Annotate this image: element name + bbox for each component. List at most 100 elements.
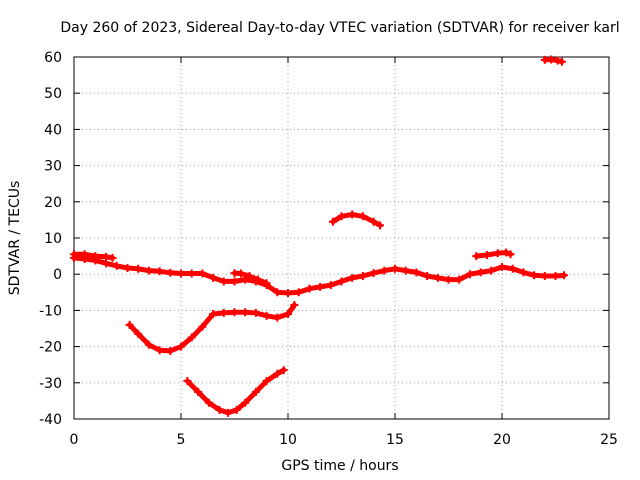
data-point: [519, 268, 528, 277]
x-tick-label: 25: [600, 432, 618, 448]
y-tick-label: 60: [44, 50, 62, 66]
data-point: [502, 248, 511, 257]
data-point: [560, 271, 569, 280]
data-point: [508, 264, 517, 273]
data-point: [209, 310, 218, 319]
y-tick-label: -10: [39, 303, 62, 319]
x-tick-label: 5: [177, 432, 186, 448]
data-point: [230, 277, 239, 286]
data-point: [326, 281, 335, 290]
data-point: [530, 271, 539, 280]
data-point: [444, 275, 453, 284]
series-track-upper-left: [70, 250, 117, 262]
data-point: [348, 210, 357, 219]
data-point: [209, 273, 218, 282]
data-point: [262, 311, 271, 320]
data-point: [412, 268, 421, 277]
y-tick-label: 40: [44, 122, 62, 138]
series-track-deep-dip: [183, 366, 288, 417]
data-point: [551, 272, 560, 281]
data-point: [273, 313, 282, 322]
x-tick-label: 0: [70, 432, 79, 448]
data-point: [251, 308, 260, 317]
y-tick-label: 50: [44, 86, 62, 102]
y-tick-label: -20: [39, 340, 62, 356]
data-point: [102, 252, 111, 261]
data-point: [224, 408, 233, 417]
data-point: [166, 268, 175, 277]
data-point: [547, 55, 556, 64]
data-point: [198, 269, 207, 278]
data-point: [380, 266, 389, 275]
data-point: [290, 300, 299, 309]
y-axis-label: SDTVAR / TECUs: [7, 181, 23, 296]
data-point: [112, 261, 121, 270]
data-point: [262, 376, 271, 385]
data-point: [487, 266, 496, 275]
data-point: [245, 272, 254, 281]
data-point: [401, 266, 410, 275]
x-axis-label: GPS time / hours: [281, 458, 398, 474]
y-tick-label: 20: [44, 195, 62, 211]
series-track-top-right: [540, 55, 566, 66]
data-point: [465, 270, 474, 279]
data-point: [279, 366, 288, 375]
data-point: [433, 273, 442, 282]
series-track-mid-arc: [328, 210, 385, 230]
data-point: [273, 369, 282, 378]
data-point: [498, 262, 506, 271]
data-point: [155, 267, 164, 276]
series-layer: [70, 55, 569, 417]
data-point: [241, 398, 250, 407]
y-tick-label: -40: [39, 412, 62, 428]
data-point: [358, 212, 367, 221]
data-point: [144, 340, 153, 349]
data-point: [284, 310, 292, 319]
data-point: [423, 272, 432, 281]
data-point: [273, 288, 282, 297]
axis-ticks: 0 5 10 15 20 25 60 50 40 30 20 10 0 -10 -20 -30 -40: [39, 50, 618, 448]
data-point: [328, 217, 337, 226]
series-line: [127, 302, 297, 354]
data-point: [337, 277, 346, 286]
data-point: [391, 264, 399, 273]
data-point: [187, 333, 196, 342]
data-point: [134, 264, 143, 273]
data-point: [262, 279, 271, 288]
data-point: [358, 272, 367, 281]
data-point: [108, 253, 117, 262]
data-point: [123, 264, 132, 273]
x-tick-label: 15: [386, 432, 404, 448]
data-point: [232, 405, 241, 414]
y-tick-label: 0: [53, 267, 62, 283]
y-tick-label: 10: [44, 231, 62, 247]
data-point: [483, 251, 492, 260]
data-point: [369, 217, 378, 226]
y-tick-label: -30: [39, 376, 62, 392]
data-point: [493, 249, 502, 258]
data-point: [70, 250, 78, 259]
data-point: [125, 320, 134, 329]
data-point: [194, 387, 203, 396]
data-point: [506, 250, 515, 259]
data-point: [80, 250, 89, 259]
x-tick-label: 20: [493, 432, 511, 448]
data-point: [204, 398, 213, 407]
data-point: [155, 346, 164, 355]
data-point: [348, 273, 357, 282]
data-point: [219, 308, 228, 317]
series-track-main: [70, 253, 569, 298]
series-track-bump-8h: [230, 269, 271, 288]
data-point: [553, 56, 562, 65]
data-point: [241, 308, 250, 317]
data-point: [369, 269, 378, 278]
data-point: [557, 57, 566, 66]
data-point: [177, 269, 185, 278]
data-point: [166, 346, 175, 355]
data-point: [476, 268, 485, 277]
series-track-evening: [472, 248, 515, 261]
data-point: [316, 282, 325, 291]
data-point: [294, 288, 303, 297]
data-point: [187, 269, 196, 278]
plot-grid: [74, 57, 609, 419]
